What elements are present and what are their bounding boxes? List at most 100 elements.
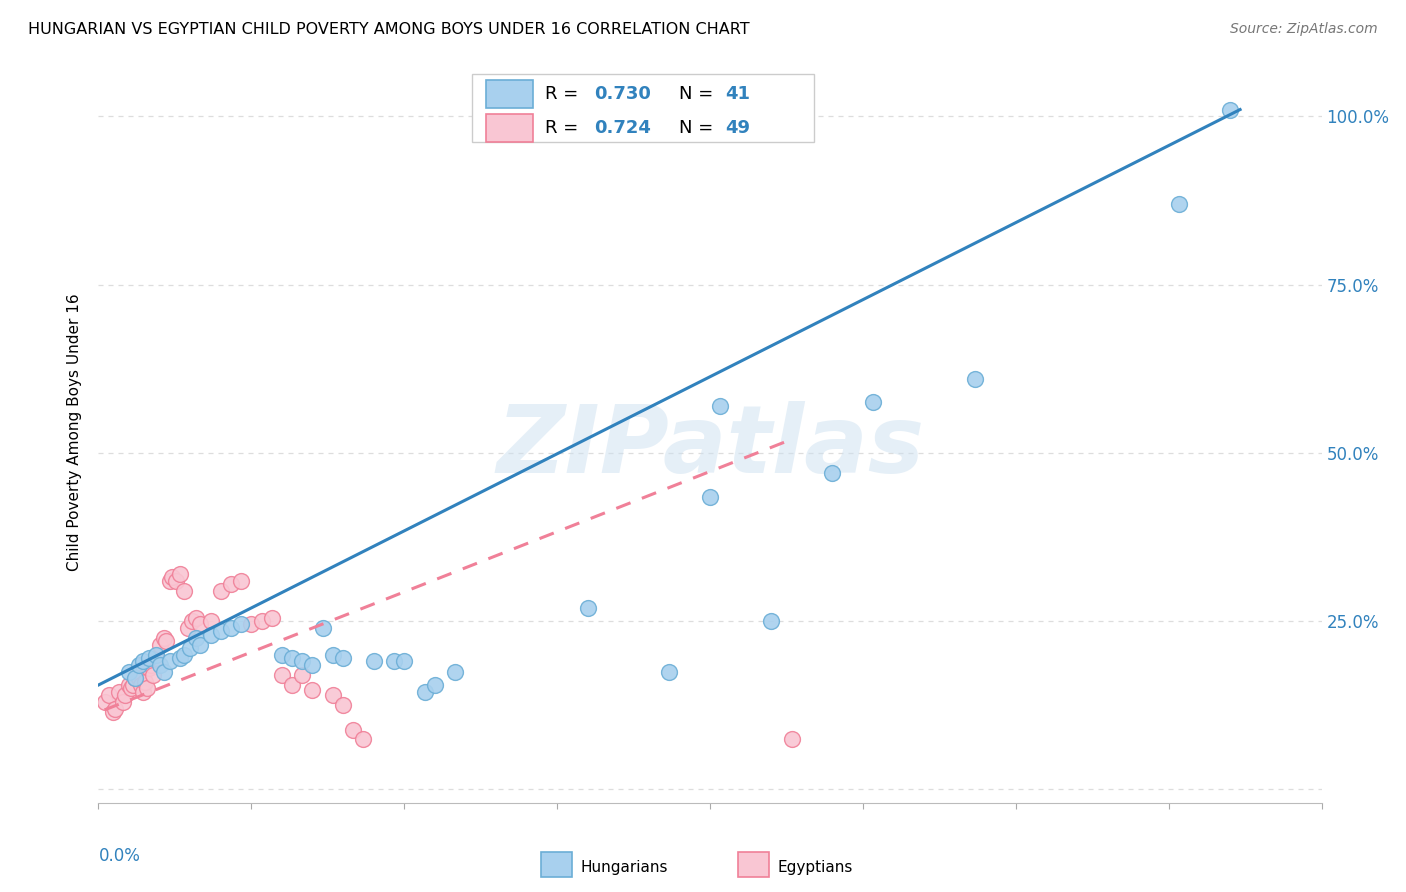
Text: R =: R = <box>546 86 583 103</box>
Text: 0.730: 0.730 <box>593 86 651 103</box>
Text: N =: N = <box>679 119 720 136</box>
Point <box>186 631 208 645</box>
Point <box>200 627 222 641</box>
Text: N =: N = <box>679 86 720 103</box>
Point <box>342 723 364 738</box>
Text: 49: 49 <box>724 119 749 136</box>
Point <box>159 655 181 669</box>
Point <box>322 648 344 662</box>
Y-axis label: Child Poverty Among Boys Under 16: Child Poverty Among Boys Under 16 <box>67 293 83 572</box>
Point <box>301 682 323 697</box>
Point <box>145 648 167 662</box>
FancyBboxPatch shape <box>471 73 814 142</box>
Point <box>291 655 314 669</box>
Point <box>160 570 183 584</box>
Point <box>104 701 127 715</box>
Point <box>114 688 136 702</box>
Point <box>132 655 155 669</box>
Point <box>363 655 385 669</box>
Point <box>169 651 191 665</box>
Point <box>658 665 681 679</box>
Point <box>159 574 181 588</box>
Point <box>209 583 232 598</box>
Point <box>699 490 721 504</box>
Point <box>332 651 354 665</box>
Point <box>155 634 177 648</box>
Point <box>108 685 131 699</box>
Text: Egyptians: Egyptians <box>778 861 853 875</box>
Point <box>188 617 212 632</box>
Point <box>761 614 783 628</box>
Point <box>118 665 141 679</box>
Point <box>127 668 149 682</box>
Point <box>149 657 172 672</box>
Point <box>132 685 155 699</box>
FancyBboxPatch shape <box>486 113 533 142</box>
Point <box>152 631 174 645</box>
Point <box>101 705 124 719</box>
Point <box>149 638 172 652</box>
Point <box>965 372 987 386</box>
Point <box>219 621 242 635</box>
Point <box>1167 196 1189 211</box>
Point <box>173 583 195 598</box>
Point <box>138 651 160 665</box>
Text: 41: 41 <box>724 86 749 103</box>
Point <box>382 655 405 669</box>
Point <box>145 651 167 665</box>
Point <box>423 678 446 692</box>
Point <box>219 577 242 591</box>
Point <box>413 685 436 699</box>
Text: ZIPatlas: ZIPatlas <box>496 401 924 493</box>
Text: Source: ZipAtlas.com: Source: ZipAtlas.com <box>1230 22 1378 37</box>
Point <box>576 600 599 615</box>
Point <box>181 614 204 628</box>
Point <box>142 668 165 682</box>
Point <box>138 661 160 675</box>
Point <box>1219 103 1241 117</box>
Point <box>322 688 344 702</box>
Text: 0.0%: 0.0% <box>98 847 141 865</box>
Point <box>240 617 263 632</box>
Point <box>291 668 314 682</box>
Point <box>169 566 191 581</box>
Point <box>444 665 467 679</box>
Point <box>129 678 152 692</box>
Point <box>270 648 294 662</box>
Point <box>152 665 174 679</box>
Point <box>136 681 159 696</box>
Point <box>709 399 731 413</box>
Point <box>352 731 374 746</box>
Point <box>111 695 134 709</box>
Point <box>128 671 150 685</box>
Point <box>179 640 201 655</box>
Point <box>188 638 212 652</box>
Point <box>231 574 253 588</box>
Point <box>312 621 335 635</box>
Text: HUNGARIAN VS EGYPTIAN CHILD POVERTY AMONG BOYS UNDER 16 CORRELATION CHART: HUNGARIAN VS EGYPTIAN CHILD POVERTY AMON… <box>28 22 749 37</box>
Point <box>177 621 200 635</box>
Point <box>118 678 141 692</box>
Point <box>209 624 232 639</box>
Point <box>122 678 145 692</box>
Point <box>141 657 163 672</box>
Point <box>301 657 323 672</box>
Point <box>332 698 354 713</box>
FancyBboxPatch shape <box>486 80 533 108</box>
Point <box>821 466 844 480</box>
Text: R =: R = <box>546 119 583 136</box>
Point <box>124 671 146 685</box>
Point <box>165 574 187 588</box>
Point <box>270 668 294 682</box>
Point <box>780 731 803 746</box>
Point <box>231 617 253 632</box>
Text: 0.724: 0.724 <box>593 119 651 136</box>
Point <box>250 614 273 628</box>
Point <box>97 688 120 702</box>
Point <box>128 657 150 672</box>
Point <box>93 695 115 709</box>
Point <box>281 651 304 665</box>
Point <box>124 671 146 685</box>
Point <box>173 648 195 662</box>
Point <box>120 681 142 696</box>
